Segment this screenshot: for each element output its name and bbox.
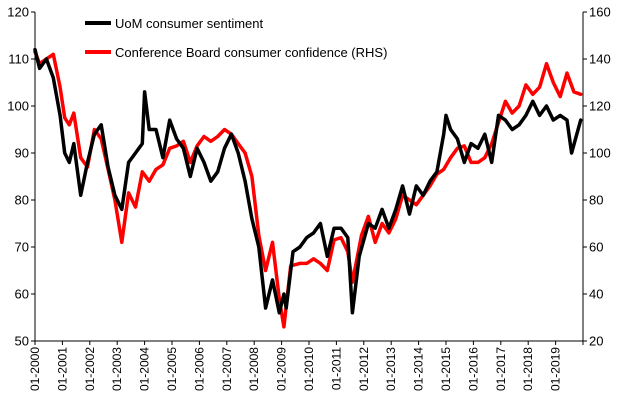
x-tick-label: 01-2017 — [494, 347, 508, 391]
left-y-tick-label: 90 — [15, 146, 29, 161]
x-tick-label: 01-2004 — [138, 347, 152, 391]
right-y-tick-label: 140 — [589, 52, 611, 67]
x-tick-label: 01-2005 — [165, 347, 179, 391]
right-y-axis: 20 40 60 80 100 120 140 160 — [583, 5, 611, 349]
x-tick-label: 01-2010 — [302, 347, 316, 391]
x-tick-label: 01-2012 — [357, 347, 371, 391]
right-y-tick-label: 60 — [589, 240, 603, 255]
x-tick-label: 01-2006 — [192, 347, 206, 391]
legend-label-conference-board: Conference Board consumer confidence (RH… — [115, 45, 387, 60]
x-tick-label: 01-2016 — [466, 347, 480, 391]
x-tick-label: 01-2019 — [549, 347, 563, 391]
x-axis: 01-2000 01-2001 01-2002 01-2003 01-2004 01-20… — [28, 341, 584, 391]
right-y-tick-label: 20 — [589, 334, 603, 349]
x-tick-label: 01-2007 — [220, 347, 234, 391]
left-y-tick-label: 110 — [8, 52, 29, 67]
left-y-tick-label: 60 — [15, 287, 29, 302]
legend: UoM consumer sentiment Conference Board … — [85, 16, 387, 60]
series-line-conference-board-confidence — [33, 50, 583, 329]
right-y-tick-label: 80 — [589, 193, 603, 208]
x-tick-label: 01-2009 — [275, 347, 289, 391]
x-tick-label: 01-2002 — [83, 347, 97, 391]
right-y-tick-label: 100 — [589, 146, 611, 161]
series-line-uom-consumer-sentiment — [33, 47, 583, 315]
left-y-tick-label: 70 — [15, 240, 29, 255]
right-y-tick-label: 120 — [589, 99, 611, 114]
right-y-tick-label: 160 — [589, 5, 611, 20]
x-tick-label: 01-2011 — [329, 347, 343, 390]
x-tick-label: 01-2018 — [521, 347, 535, 391]
left-y-tick-label: 50 — [15, 334, 29, 349]
legend-label-uom: UoM consumer sentiment — [115, 16, 263, 31]
x-tick-label: 01-2013 — [384, 347, 398, 391]
x-tick-label: 01-2003 — [110, 347, 124, 391]
left-y-tick-label: 100 — [7, 99, 29, 114]
x-tick-label: 01-2000 — [28, 347, 42, 391]
plot-area — [34, 12, 584, 342]
left-y-tick-label: 120 — [7, 5, 29, 20]
x-tick-label: 01-2015 — [439, 347, 453, 391]
left-y-axis: 50 60 70 80 90 100 110 120 — [7, 5, 35, 349]
series-layer — [33, 47, 583, 329]
x-tick-label: 01-2008 — [247, 347, 261, 391]
left-y-tick-label: 80 — [15, 193, 29, 208]
x-tick-label: 01-2001 — [55, 347, 69, 391]
x-tick-label: 01-2014 — [412, 347, 426, 391]
right-y-tick-label: 40 — [589, 287, 603, 302]
